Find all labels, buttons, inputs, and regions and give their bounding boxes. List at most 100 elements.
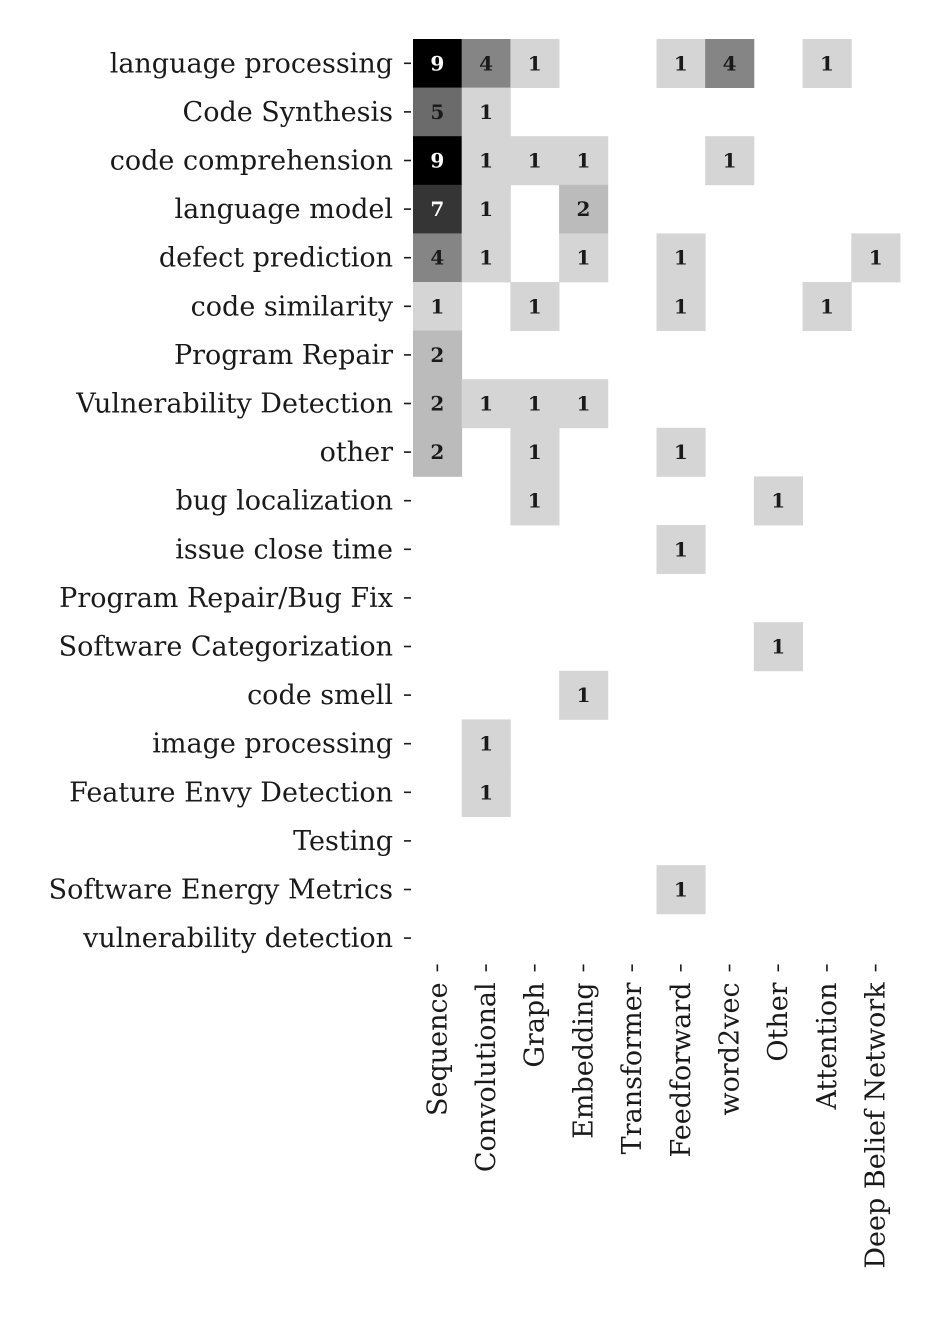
cell-value-label: 1 — [674, 51, 688, 75]
heatmap-cell — [656, 39, 706, 88]
cell-value-label: 1 — [576, 392, 590, 416]
heatmap-cell — [413, 427, 463, 477]
heatmap-cell — [510, 136, 560, 186]
cell-value-label: 1 — [576, 683, 590, 707]
cell-value-label: 1 — [479, 392, 493, 416]
cell-value-label: 4 — [430, 246, 444, 270]
heatmap-cell — [461, 39, 511, 88]
cell-value-label: 1 — [771, 635, 785, 659]
cell-value-label: 2 — [576, 197, 590, 221]
heatmap-cell — [656, 865, 706, 915]
y-tick-label: Software Energy Metrics — [49, 875, 393, 906]
cell-value-label: 1 — [479, 780, 493, 804]
x-tick-label: Other — [763, 982, 794, 1061]
cell-value-label: 1 — [528, 440, 542, 464]
heatmap-cell — [851, 233, 901, 283]
heatmap-cell — [802, 39, 852, 88]
heatmap-cell — [559, 184, 609, 234]
cell-value-label: 1 — [820, 51, 834, 75]
heatmap-cell — [413, 330, 463, 380]
heatmap-cell — [510, 39, 560, 88]
heatmap-cell — [413, 87, 463, 137]
cell-value-label: 1 — [674, 294, 688, 318]
cell-value-label: 1 — [528, 392, 542, 416]
y-tick-label: Program Repair — [174, 340, 393, 371]
cell-value-label: 7 — [430, 197, 444, 221]
cell-value-label: 1 — [528, 149, 542, 173]
heatmap-cell — [656, 233, 706, 283]
x-axis-tick-labels: Sequence Convolutional Graph Embedding Trans… — [422, 964, 892, 1269]
heatmap-cell — [656, 427, 706, 477]
heatmap-cell — [510, 427, 560, 477]
y-tick-label: Code Synthesis — [183, 97, 393, 128]
cell-value-label: 1 — [674, 246, 688, 270]
heatmap-cell — [802, 282, 852, 331]
x-tick-label: Embedding — [568, 982, 599, 1138]
cell-value-label: 1 — [430, 294, 444, 318]
cell-value-label: 1 — [576, 246, 590, 270]
heatmap-cell — [461, 768, 511, 817]
heatmap-cell — [753, 622, 803, 672]
y-axis-tick-labels: language processing Code Synthesis code co… — [49, 48, 411, 954]
y-tick-label: code similarity — [191, 291, 394, 322]
heatmap-cell — [705, 136, 755, 186]
cell-value-label: 2 — [430, 392, 444, 416]
cell-value-label: 1 — [869, 246, 883, 270]
cell-value-label: 1 — [674, 440, 688, 464]
cell-value-label: 1 — [674, 537, 688, 561]
heatmap-cell — [413, 379, 463, 429]
cell-value-label: 1 — [479, 246, 493, 270]
heatmap-cell — [413, 136, 463, 186]
y-tick-label: defect prediction — [159, 243, 393, 274]
cell-value-label: 4 — [479, 51, 493, 75]
y-tick-label: Feature Envy Detection — [69, 777, 393, 808]
y-tick-label: code comprehension — [110, 146, 393, 177]
y-tick-label: code smell — [247, 680, 393, 711]
y-tick-label: language model — [175, 194, 394, 225]
y-tick-label: Program Repair/Bug Fix — [59, 583, 393, 614]
y-tick-label: bug localization — [176, 486, 393, 517]
x-tick-label: Graph — [520, 982, 551, 1067]
heatmap-cell — [461, 184, 511, 234]
y-tick-label: vulnerability detection — [82, 923, 393, 954]
cell-value-label: 4 — [723, 51, 737, 75]
cell-value-label: 9 — [430, 51, 444, 75]
x-tick-label: Feedforward — [666, 982, 697, 1157]
x-tick-label: Sequence — [422, 982, 453, 1116]
cell-value-label: 1 — [479, 100, 493, 124]
y-tick-label: Software Categorization — [59, 632, 393, 663]
cell-value-label: 1 — [479, 732, 493, 756]
x-tick-label: Transformer — [617, 982, 648, 1154]
y-tick-label: Vulnerability Detection — [75, 389, 393, 420]
heatmap-cell — [510, 476, 560, 526]
cell-value-label: 9 — [430, 149, 444, 173]
heatmap-cell — [656, 525, 706, 574]
heatmap-cell — [510, 379, 560, 429]
cell-value-label: 1 — [479, 197, 493, 221]
heatmap-cell — [461, 379, 511, 429]
heatmap-cell — [413, 233, 463, 283]
heatmap-cell — [461, 136, 511, 186]
cell-value-label: 1 — [528, 294, 542, 318]
heatmap-cell — [413, 39, 463, 88]
heatmap-cell — [559, 233, 609, 283]
cell-value-label: 1 — [479, 149, 493, 173]
y-tick-label: language processing — [110, 48, 393, 79]
heatmap-cell — [413, 282, 463, 331]
heatmap-cell — [559, 136, 609, 186]
cell-value-label: 1 — [528, 489, 542, 513]
heatmap-cell — [753, 476, 803, 526]
cell-value-label: 5 — [430, 100, 444, 124]
cell-value-label: 1 — [723, 149, 737, 173]
heatmap-cell — [559, 379, 609, 429]
y-tick-label: Testing — [293, 826, 393, 857]
cell-value-label: 1 — [771, 489, 785, 513]
heatmap-cell — [413, 184, 463, 234]
heatmap-cell — [461, 719, 511, 769]
cell-value-label: 1 — [528, 51, 542, 75]
y-tick-label: image processing — [152, 729, 393, 760]
x-tick-label: Convolutional — [471, 982, 502, 1172]
heatmap-cells: 9 4 1 1 4 1 5 1 9 1 1 1 1 7 1 2 4 1 1 1 1 1 1 1 1 2 2 1 1 1 2 1 1 1 1 1 1 1 1 1… — [413, 39, 901, 915]
x-tick-label: word2vec — [715, 982, 746, 1115]
